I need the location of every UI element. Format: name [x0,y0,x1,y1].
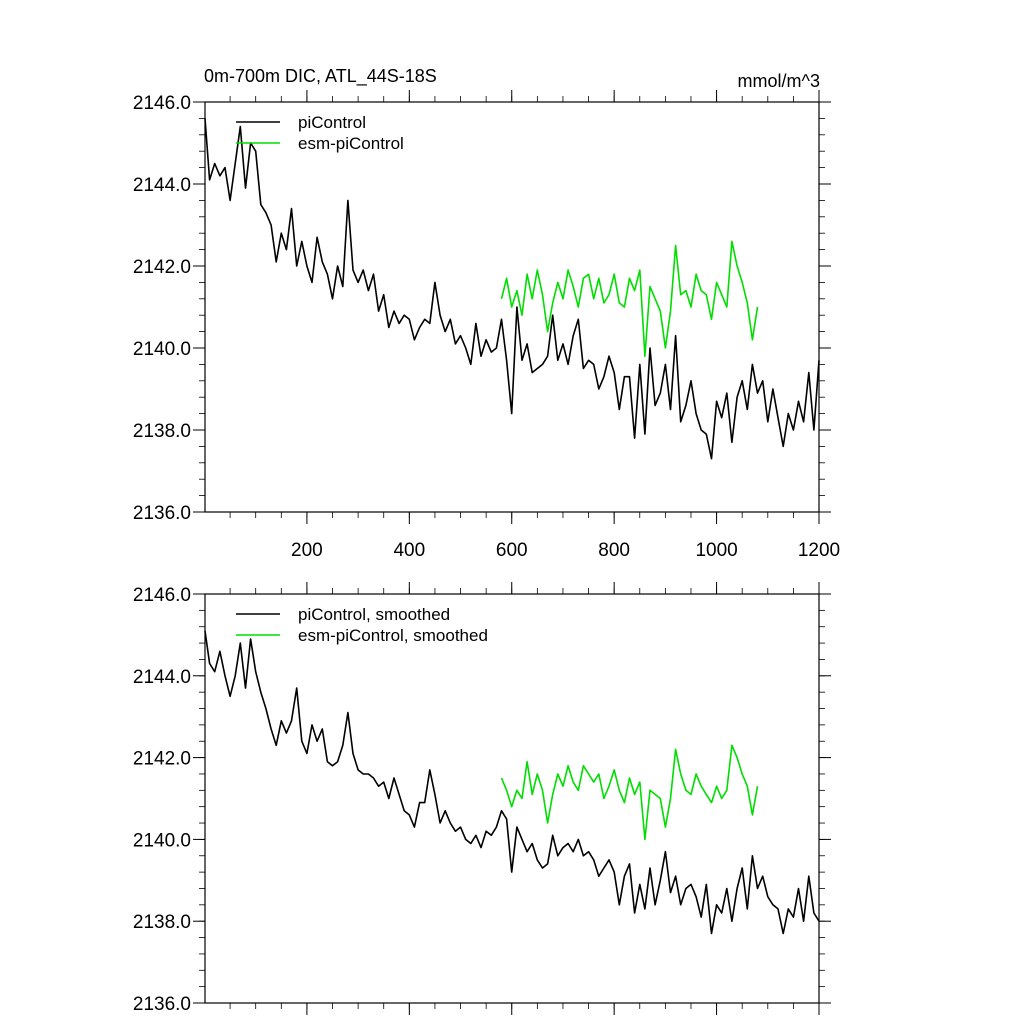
chart-panel-2: 2136.0 2138.0 2140.0 2142.0 2144.0 2146.0 piCo… [133,582,831,1015]
x-tick-label: 600 [496,540,528,561]
y-tick-label: 2136.0 [133,503,191,524]
y-tick-label: 2146.0 [133,93,191,114]
y-tick-label: 2144.0 [133,175,191,196]
figure-units: mmol/m^3 [738,71,820,91]
series-line-esm-picontrol [500,240,759,358]
y-tick-label: 2144.0 [133,667,191,688]
series-line-picontrol [204,630,820,935]
legend-label: esm-piControl [298,134,404,153]
legend-label: esm-piControl, smoothed [298,626,488,645]
legend-label: piControl, smoothed [298,605,450,624]
x-tick-label: 1200 [798,540,840,561]
x-tick-label: 200 [291,540,323,561]
series-line-picontrol [204,118,820,460]
series-line-esm-picontrol [500,744,759,841]
y-tick-label: 2142.0 [133,749,191,770]
y-tick-label: 2136.0 [133,994,191,1015]
y-tick-label: 2140.0 [133,339,191,360]
y-tick-label: 2146.0 [133,585,191,606]
y-tick-label: 2138.0 [133,912,191,933]
x-tick-label: 800 [598,540,630,561]
legend-label: piControl [298,113,366,132]
plot-frame [204,593,820,1004]
x-tick-label: 400 [393,540,425,561]
y-tick-label: 2140.0 [133,830,191,851]
x-tick-label: 1000 [695,540,737,561]
y-tick-label: 2142.0 [133,257,191,278]
chart-panel-1: 2136.0 2138.0 2140.0 2142.0 2144.0 2146.0 200 4… [133,90,840,561]
y-tick-label: 2138.0 [133,421,191,442]
figure-title: 0m-700m DIC, ATL_44S-18S [204,66,437,87]
